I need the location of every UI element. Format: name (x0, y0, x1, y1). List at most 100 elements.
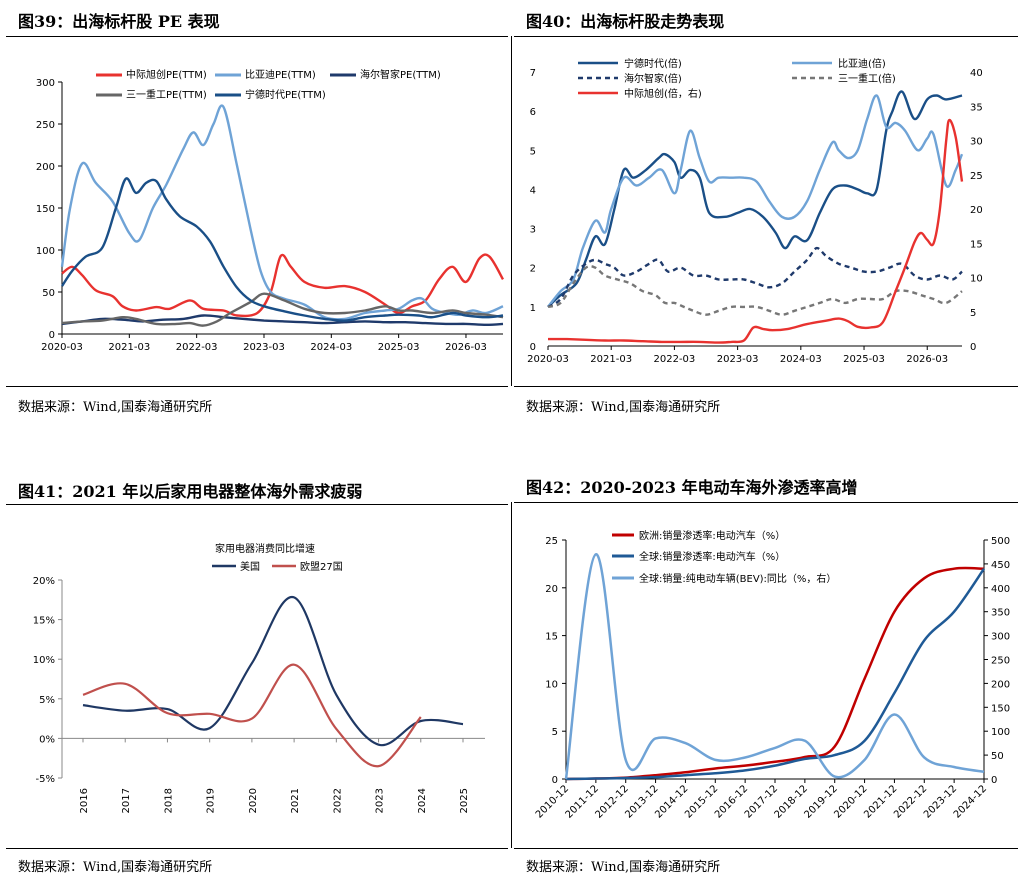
legend-label: 海尔智家PE(TTM) (360, 68, 441, 81)
y2-tick-label: 0 (991, 775, 997, 786)
y-tick-label: 20 (545, 584, 558, 595)
y-tick-label: 5 (530, 146, 536, 157)
source-rule (514, 386, 1018, 387)
y-tick-label: 0% (39, 734, 55, 745)
y-tick-label: 0 (552, 775, 558, 786)
y2-tick-label: 20 (970, 205, 983, 216)
x-tick-label: 2022 (332, 788, 343, 813)
title-rule (514, 36, 1018, 37)
y-tick-label: 1 (530, 303, 536, 314)
x-tick-label: 2020-03 (527, 354, 569, 365)
legend-label: 海尔智家(倍) (624, 72, 682, 85)
y2-tick-label: 10 (970, 274, 983, 285)
legend-label: 中际旭创PE(TTM) (126, 68, 207, 81)
source-note: 数据来源：Wind,国泰海通研究所 (526, 860, 721, 875)
legend-label: 全球:销量渗透率:电动汽车（%） (639, 550, 785, 563)
x-tick-label: 2019 (206, 788, 217, 813)
x-tick-label: 2021-03 (108, 342, 150, 353)
y-tick-label: 3 (530, 225, 536, 236)
series-line (60, 104, 504, 321)
y-tick-label: 2 (530, 264, 536, 275)
y2-tick-label: 150 (991, 703, 1010, 714)
y-tick-label: 150 (36, 204, 55, 215)
legend-label: 比亚迪PE(TTM) (245, 69, 316, 81)
y-tick-label: -5% (36, 774, 55, 785)
y-tick-label: 0 (530, 342, 536, 353)
x-tick-label: 2023-03 (717, 354, 759, 365)
legend-label: 宁德时代(倍) (624, 57, 682, 70)
title-rule (514, 502, 1018, 503)
legend-label: 欧盟27国 (300, 561, 343, 573)
panel-title: 图40：出海标杆股走势表现 (526, 12, 725, 31)
x-tick-label: 2024-12 (952, 783, 989, 820)
x-tick-label: 2020 (248, 788, 259, 813)
source-note: 数据来源：Wind,国泰海通研究所 (18, 400, 213, 415)
y2-tick-label: 100 (991, 727, 1010, 738)
legend-label: 三一重工(倍) (838, 72, 896, 85)
x-tick-label: 2024-03 (780, 354, 822, 365)
panel-title: 图39：出海标杆股 PE 表现 (18, 12, 220, 31)
x-tick-label: 2016 (79, 788, 90, 813)
y-tick-label: 10 (545, 679, 558, 690)
series-line (61, 177, 504, 322)
x-tick-label: 2026-03 (906, 354, 948, 365)
x-tick-label: 2022-03 (654, 354, 696, 365)
x-tick-label: 2018 (163, 788, 174, 813)
source-note: 数据来源：Wind,国泰海通研究所 (18, 860, 213, 875)
x-tick-label: 2023-03 (243, 342, 285, 353)
y-tick-label: 10% (33, 655, 55, 666)
source-note: 数据来源：Wind,国泰海通研究所 (526, 400, 721, 415)
series-line (547, 118, 964, 344)
y-tick-label: 5 (552, 727, 558, 738)
y-tick-label: 300 (36, 78, 55, 89)
y2-tick-label: 450 (991, 560, 1010, 571)
panel-divider (511, 36, 512, 386)
x-tick-label: 2025-03 (378, 342, 420, 353)
y-tick-label: 100 (36, 246, 55, 257)
source-rule (6, 848, 508, 849)
y-tick-label: 25 (545, 536, 558, 547)
y-tick-label: 0 (49, 330, 55, 341)
chart-title: 家用电器消费同比增速 (215, 542, 315, 555)
legend-label: 宁德时代PE(TTM) (245, 88, 326, 101)
x-tick-label: 2026-03 (445, 342, 487, 353)
panel-title: 图42：2020-2023 年电动车海外渗透率高增 (526, 478, 858, 497)
x-tick-label: 2021 (290, 788, 301, 813)
y2-tick-label: 0 (970, 342, 976, 353)
series-line (61, 314, 504, 327)
title-rule (6, 36, 508, 37)
y2-tick-label: 5 (970, 308, 976, 319)
y-tick-label: 6 (530, 107, 536, 118)
panel-divider (511, 502, 512, 848)
x-tick-label: 2021-03 (590, 354, 632, 365)
series-line (82, 663, 422, 768)
y-tick-label: 4 (530, 185, 536, 196)
y-tick-label: 250 (36, 120, 55, 131)
x-tick-label: 2025 (459, 788, 470, 813)
y2-tick-label: 200 (991, 679, 1010, 690)
series-line (564, 553, 985, 780)
legend-label: 全球:销量:纯电动车辆(BEV):同比（%，右） (639, 572, 836, 585)
source-rule (6, 386, 508, 387)
y-tick-label: 5% (39, 695, 55, 706)
x-tick-label: 2022-03 (176, 342, 218, 353)
y2-tick-label: 300 (991, 632, 1010, 643)
y-tick-label: 15 (545, 632, 558, 643)
series-line (547, 246, 963, 308)
y-tick-label: 20% (33, 576, 55, 587)
x-tick-label: 2023 (375, 788, 386, 813)
series-line (61, 292, 504, 327)
y2-tick-label: 35 (970, 102, 983, 113)
legend-label: 欧洲:销量渗透率:电动汽车（%） (639, 529, 785, 542)
y2-tick-label: 500 (991, 536, 1010, 547)
y-tick-label: 50 (42, 288, 55, 299)
source-rule (514, 848, 1018, 849)
series-line (61, 253, 505, 318)
y2-tick-label: 50 (991, 751, 1004, 762)
series-line (565, 567, 986, 781)
panel-title: 图41：2021 年以后家用电器整体海外需求疲弱 (18, 482, 363, 501)
legend-label: 中际旭创(倍，右) (624, 87, 702, 100)
legend-label: 比亚迪(倍) (838, 57, 886, 70)
y-tick-label: 15% (33, 616, 55, 627)
